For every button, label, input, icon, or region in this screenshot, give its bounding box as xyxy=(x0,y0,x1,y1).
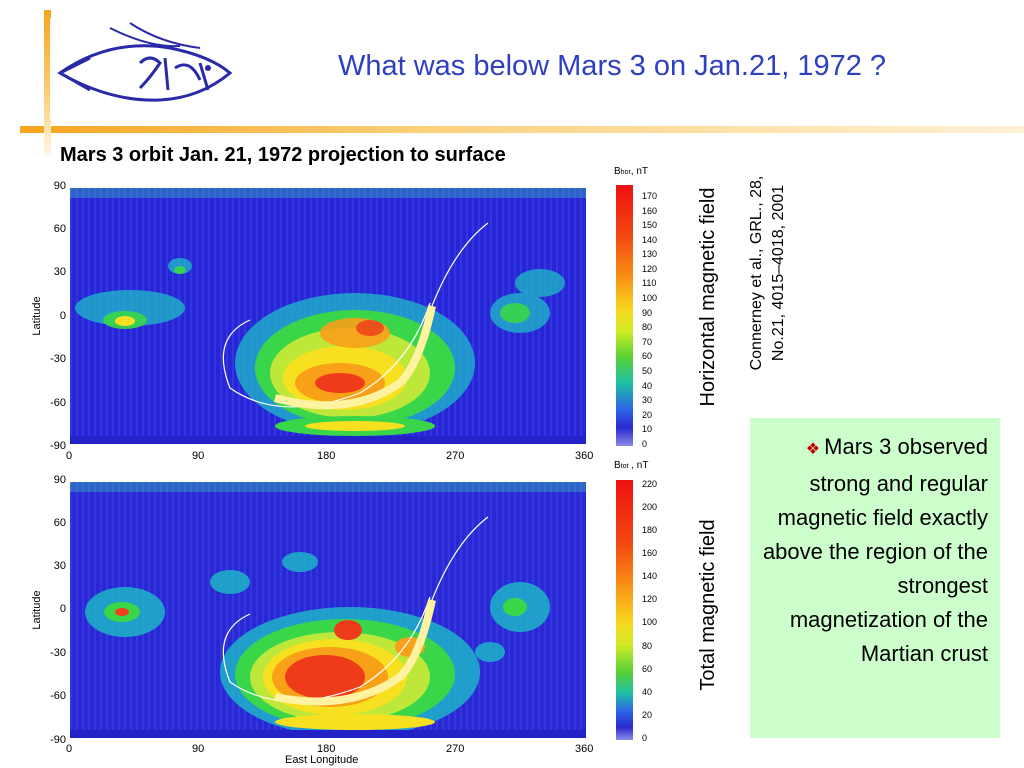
colorbar-tick-label: 0 xyxy=(642,438,648,449)
iki-logo xyxy=(50,18,235,120)
colorbar-tick-label: 170 xyxy=(642,191,658,201)
y-tick-label: -60 xyxy=(50,397,66,409)
y-tick-label: 60 xyxy=(53,517,66,529)
x-tick-label: 270 xyxy=(446,743,465,755)
colorbar-title: Bhor, nT xyxy=(614,166,649,177)
colorbar-ticks: 170 160 150 140 130 120 110 100 90 80 70… xyxy=(642,191,672,449)
header-rule xyxy=(20,126,1024,133)
y-tick-label: -30 xyxy=(50,353,66,365)
y-tick-label: 90 xyxy=(53,474,66,486)
citation-line-2: No.21, 4015–4018, 2001 xyxy=(770,184,787,362)
colorbar xyxy=(616,480,633,740)
colorbar xyxy=(616,185,633,446)
colorbar-tick-label: 70 xyxy=(642,336,653,347)
x-tick-label: 180 xyxy=(317,743,336,755)
colorbar-tick-label: 60 xyxy=(642,351,653,362)
colorbar-tick-label: 30 xyxy=(642,395,653,406)
colorbar-tick-label: 90 xyxy=(642,307,653,318)
colorbar-tick-label: 100 xyxy=(642,293,658,304)
colorbar-tick-label: 110 xyxy=(642,278,657,289)
colorbar-tick-label: 0 xyxy=(642,732,648,743)
side-label-horizontal: Horizontal magnetic field xyxy=(697,187,719,407)
colorbar-tick-label: 140 xyxy=(642,571,658,582)
x-tick-label: 360 xyxy=(575,743,594,755)
y-tick-label: 30 xyxy=(53,266,66,278)
colorbar-tick-label: 60 xyxy=(642,663,653,674)
colorbar-tick-label: 80 xyxy=(642,322,653,333)
y-tick-label: 60 xyxy=(53,223,66,235)
colorbar-ticks: 220 200 180 160 140 120 100 80 60 40 20 … xyxy=(642,479,672,743)
diamond-bullet-icon: ❖ xyxy=(805,441,821,458)
x-tick-label: 180 xyxy=(317,450,336,462)
side-label-total: Total magnetic field xyxy=(697,519,719,691)
y-tick-label: 30 xyxy=(53,560,66,572)
colorbar-tick-label: 80 xyxy=(642,640,653,651)
conclusion-text: Mars 3 observed strong and regular magne… xyxy=(762,434,988,666)
colorbar-tick-label: 20 xyxy=(642,709,653,720)
y-tick-label: -90 xyxy=(50,734,66,746)
y-tick-label: 90 xyxy=(53,180,66,192)
conclusion-box: ❖ Mars 3 observed strong and regular magn… xyxy=(750,418,1000,738)
y-tick-label: -30 xyxy=(50,647,66,659)
y-tick-label: 0 xyxy=(59,603,66,615)
x-tick-label: 360 xyxy=(575,450,594,462)
x-axis-title: East Longitude xyxy=(285,754,359,766)
slide-title: What was below Mars 3 on Jan.21, 1972 ? xyxy=(337,50,887,82)
x-tick-label: 0 xyxy=(66,743,73,755)
colorbar-tick-label: 10 xyxy=(642,424,653,435)
fish-logo-icon xyxy=(50,18,235,120)
figure-subtitle: Mars 3 orbit Jan. 21, 1972 projection to… xyxy=(60,144,506,166)
x-tick-label: 90 xyxy=(192,743,205,755)
horizontal-field-map xyxy=(70,188,586,449)
citation: Connerney et al., GRL., 28, No.21, 4015–… xyxy=(746,168,792,378)
x-tick-label: 90 xyxy=(192,450,205,462)
colorbar-tick-label: 160 xyxy=(642,548,658,559)
citation-line-1: Connerney et al., GRL., 28, xyxy=(748,175,765,371)
x-tick-label: 270 xyxy=(446,450,465,462)
colorbar-tick-label: 100 xyxy=(642,617,658,628)
colorbar-tick-label: 50 xyxy=(642,365,653,376)
colorbar-tick-label: 220 xyxy=(642,479,658,489)
colorbar-tick-label: 140 xyxy=(642,234,658,245)
colorbar-tick-label: 130 xyxy=(642,249,658,260)
y-tick-label: -90 xyxy=(50,440,66,452)
y-tick-label: -60 xyxy=(50,690,66,702)
y-tick-label: 0 xyxy=(59,310,66,322)
colorbar-tick-label: 20 xyxy=(642,409,653,420)
x-tick-label: 0 xyxy=(66,450,73,462)
colorbar-tick-label: 200 xyxy=(642,502,658,513)
conclusion-text-wrap: ❖ Mars 3 observed strong and regular magn… xyxy=(758,430,988,671)
colorbar-tick-label: 120 xyxy=(642,594,658,605)
colorbar-title: Btot , nT xyxy=(614,460,649,471)
colorbar-tick-label: 180 xyxy=(642,525,658,536)
colorbar-tick-label: 120 xyxy=(642,263,658,274)
colorbar-tick-label: 40 xyxy=(642,380,653,391)
header-vertical-rule xyxy=(44,10,51,155)
colorbar-tick-label: 160 xyxy=(642,205,658,216)
total-field-map xyxy=(70,482,586,743)
colorbar-tick-label: 150 xyxy=(642,220,658,231)
colorbar-tick-label: 40 xyxy=(642,686,653,697)
